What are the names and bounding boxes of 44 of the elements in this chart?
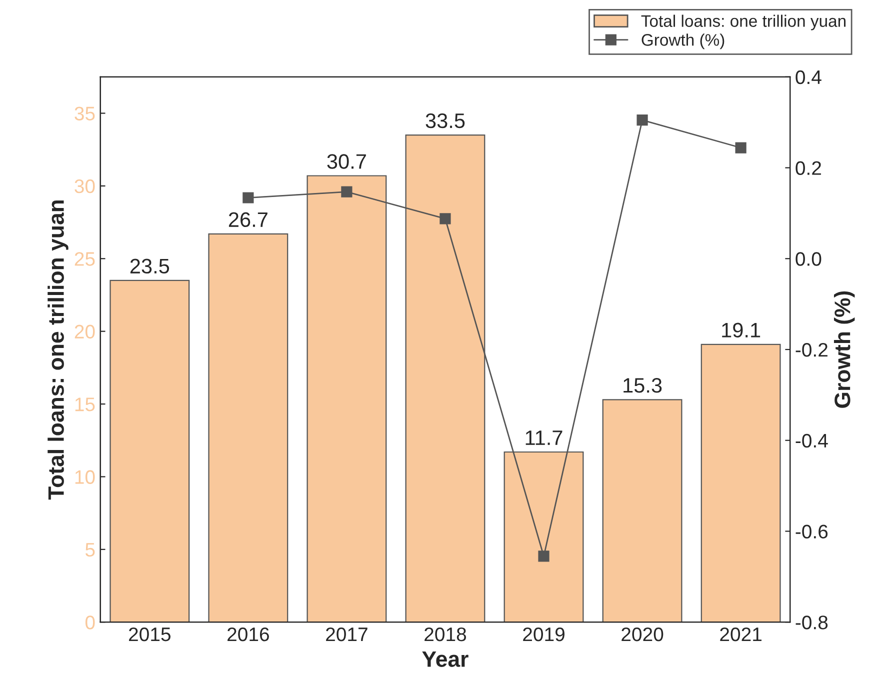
point — [242, 192, 254, 204]
y2-tick-label: -0.6 — [796, 524, 828, 538]
x-tick-label: 2021 — [720, 627, 762, 642]
legend-label: Total loans: one trillion yuan — [641, 14, 846, 30]
x-tick-label: 2015 — [129, 627, 170, 642]
y-tick-label: 10 — [75, 470, 95, 484]
y2-tick-label: 0.4 — [796, 70, 822, 84]
bar — [700, 344, 781, 622]
legend-label: Growth (%) — [642, 34, 724, 50]
bar — [602, 399, 682, 622]
point — [341, 186, 352, 198]
data-label: 30.7 — [327, 154, 366, 169]
y2-tick-label: -0.4 — [796, 434, 828, 448]
x-tick-label: 2016 — [228, 627, 269, 642]
x-axis-title: Year — [422, 651, 468, 667]
x-tick-label: 2018 — [424, 627, 466, 642]
y2-tick-label: -0.2 — [796, 342, 828, 357]
data-label: 19.1 — [722, 322, 760, 338]
x-tick-label: 2017 — [326, 627, 368, 642]
y-tick-label: 25 — [74, 252, 95, 266]
y-tick-label: 20 — [74, 324, 95, 339]
point — [538, 550, 550, 562]
y2-axis-title: Growth (%) — [834, 291, 855, 408]
point — [440, 213, 451, 224]
y-tick-label: 5 — [86, 543, 95, 557]
y-tick-label: 30 — [74, 179, 95, 194]
y-tick-label: 35 — [74, 106, 95, 120]
bar — [110, 280, 190, 622]
data-label: 33.5 — [426, 113, 465, 128]
y2-tick-label: 0.0 — [796, 252, 822, 266]
data-label: 11.7 — [526, 430, 562, 445]
bar — [208, 233, 288, 622]
y-axis-title: Total loans: one trillion yuan — [48, 200, 68, 500]
point — [636, 114, 648, 126]
data-label: 15.3 — [624, 378, 662, 393]
y2-tick-label: -0.8 — [796, 616, 828, 630]
y-tick-label: 0 — [85, 616, 95, 630]
y-tick-label: 15 — [75, 398, 95, 412]
point — [735, 142, 746, 154]
x-tick-label: 2019 — [523, 627, 564, 642]
data-label: 26.7 — [228, 212, 268, 228]
x-tick-label: 2020 — [622, 627, 664, 642]
y2-tick-label: 0.2 — [796, 161, 821, 175]
data-label: 23.5 — [130, 258, 170, 274]
